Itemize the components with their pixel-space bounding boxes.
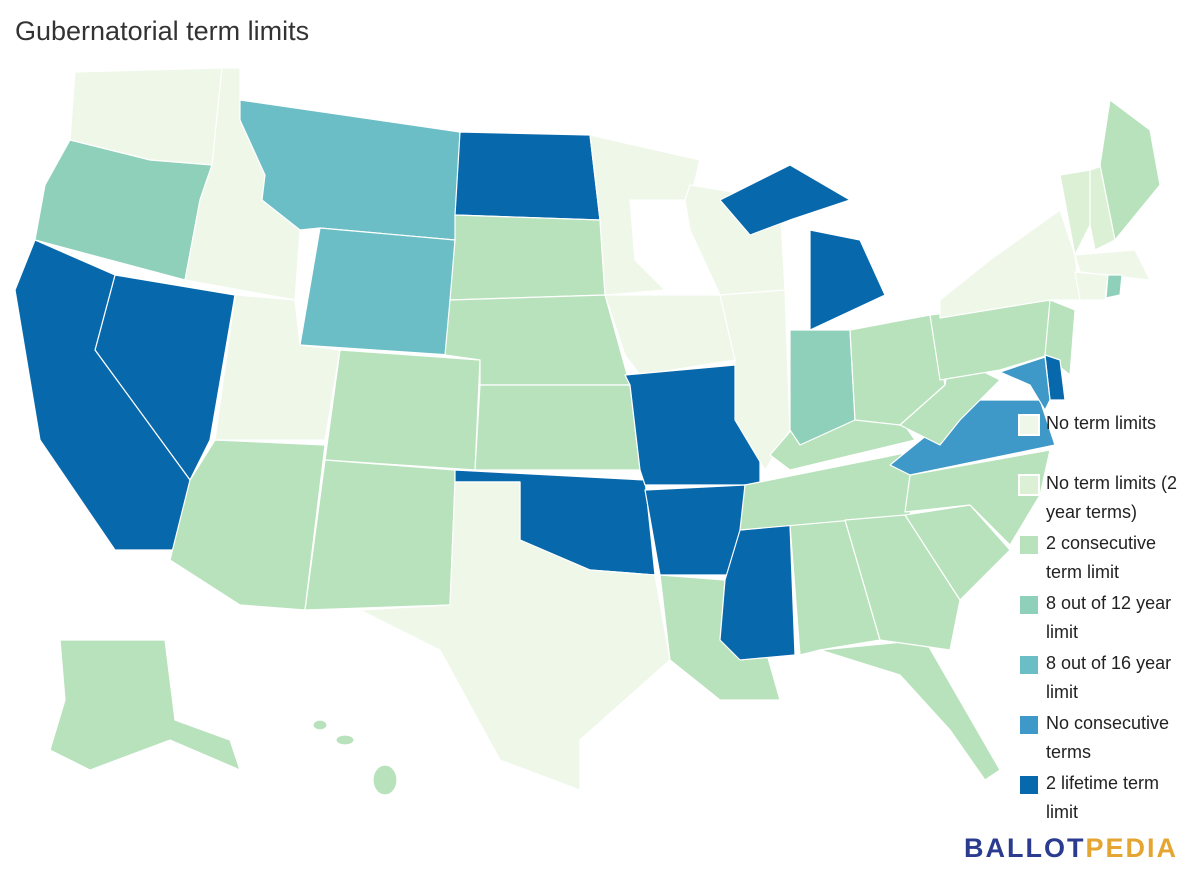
state-region (304, 459, 456, 611)
state-region (999, 356, 1051, 411)
state-region (335, 734, 355, 746)
legend-label: No term limits (2 year terms) (1046, 473, 1178, 522)
state-region (1099, 99, 1161, 241)
legend-swatch (1018, 654, 1040, 676)
legend-swatch (1018, 714, 1040, 736)
legend-label: 2 consecutive term limit (1046, 533, 1157, 582)
legend-label: No consecutive terms (1046, 713, 1170, 762)
state-region (312, 719, 328, 731)
state-region (719, 289, 791, 471)
state-region (719, 164, 851, 236)
legend-swatch (1018, 774, 1040, 796)
brand-part: BALLOT (963, 833, 1086, 863)
state-region (359, 481, 671, 791)
state-region (1074, 249, 1151, 281)
state-region (474, 384, 641, 471)
legend-item: 8 out of 12 year limit (1018, 592, 1188, 652)
state-region (1105, 274, 1123, 299)
legend-label: 2 lifetime term limit (1046, 773, 1160, 822)
legend-item: No term limits (2 year terms) (1018, 472, 1188, 532)
legend-label: 8 out of 12 year limit (1046, 593, 1172, 642)
brand-part: PEDIA (1085, 833, 1178, 863)
legend-swatch (1018, 594, 1040, 616)
legend-item: 2 consecutive term limit (1018, 532, 1188, 592)
legend: No term limits No term limits (2 year ter… (1018, 412, 1188, 832)
legend-item: No consecutive terms (1018, 712, 1188, 772)
state-region (904, 504, 1011, 601)
state-region (589, 134, 701, 296)
legend-item: 8 out of 16 year limit (1018, 652, 1188, 712)
state-region (844, 514, 961, 651)
state-region (449, 214, 606, 301)
legend-swatch (1018, 414, 1040, 436)
state-region (324, 349, 481, 471)
state-region (789, 329, 856, 446)
legend-item: No term limits (1018, 412, 1188, 472)
state-region (372, 764, 398, 796)
legend-swatch (1018, 534, 1040, 556)
state-region (904, 449, 1051, 546)
state-region (299, 227, 456, 356)
state-region (899, 354, 1001, 446)
state-region (49, 639, 241, 771)
state-region (939, 209, 1081, 319)
state-region (809, 229, 886, 331)
legend-label: 8 out of 16 year limit (1046, 653, 1172, 702)
state-region (604, 294, 736, 376)
state-region (454, 131, 601, 221)
state-region (1044, 299, 1076, 376)
legend-label: No term limits (1046, 413, 1157, 433)
state-region (169, 439, 326, 611)
state-region (1074, 271, 1109, 301)
legend-swatch (1018, 474, 1040, 496)
brand-logo: BALLOTPEDIA (964, 833, 1178, 864)
legend-item: 2 lifetime term limit (1018, 772, 1188, 832)
state-region (819, 639, 1001, 781)
title: Gubernatorial term limits (15, 16, 310, 46)
